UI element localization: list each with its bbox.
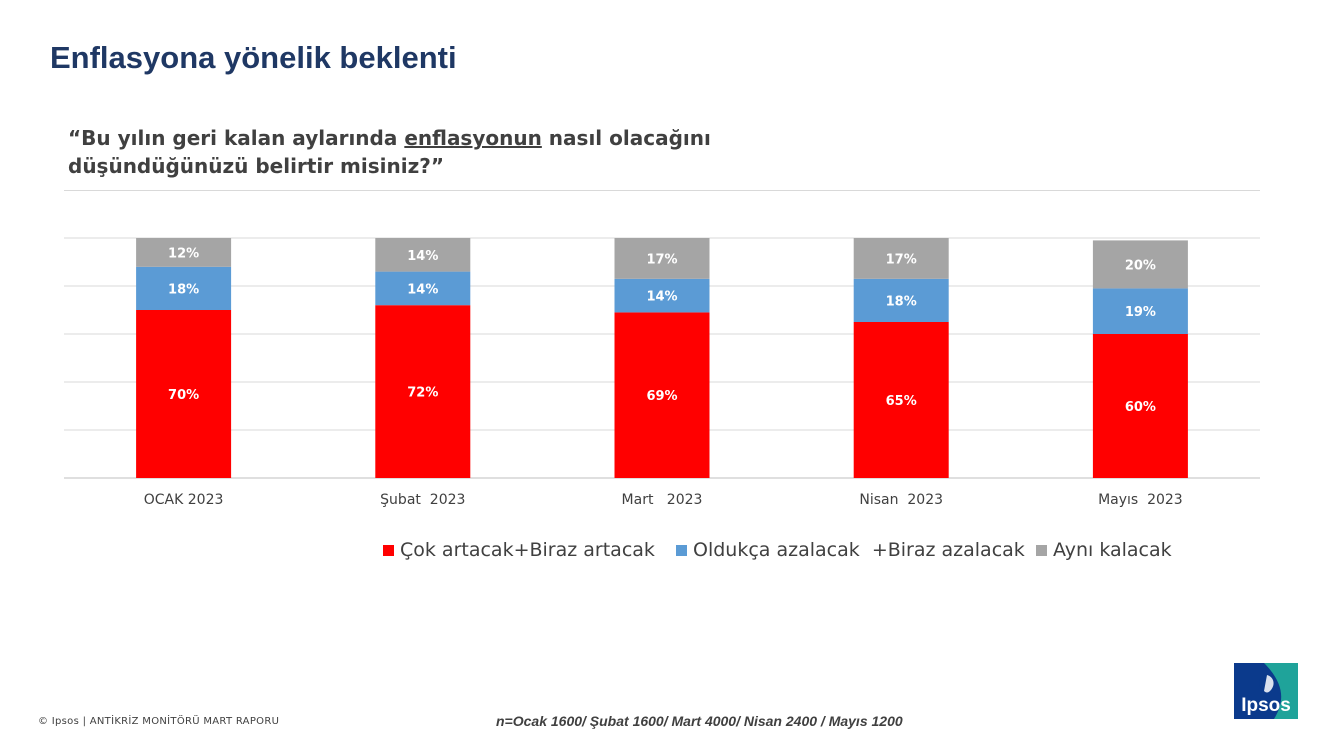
bar-segment xyxy=(136,238,232,267)
data-label: 14% xyxy=(646,290,677,305)
sample-size-note: n=Ocak 1600/ Şubat 1600/ Mart 4000/ Nisa… xyxy=(496,713,903,729)
data-label: 20% xyxy=(1125,258,1156,273)
ipsos-logo: Ipsos xyxy=(1234,663,1298,719)
legend-label: Çok artacak+Biraz artacak xyxy=(400,539,655,561)
data-label: 72% xyxy=(407,386,438,401)
data-label: 12% xyxy=(168,246,199,261)
copyright-text: © Ipsos | ANTİKRİZ MONİTÖRÜ MART RAPORU xyxy=(38,716,280,727)
legend-swatch xyxy=(1036,544,1047,556)
bar-segment xyxy=(136,310,232,478)
bar-segment xyxy=(375,271,471,306)
chart-legend: Çok artacak+Biraz artacak Oldukça azalaca… xyxy=(0,536,1333,566)
bar-segment xyxy=(614,238,710,279)
logo-wordmark: Ipsos xyxy=(1241,695,1291,716)
x-tick-label: OCAK 2023 xyxy=(144,492,224,508)
question-keyword: enflasyonun xyxy=(404,126,542,150)
question-text-end: nasıl olacağını düşündüğünüzü belirtir m… xyxy=(68,126,711,178)
bar-segment xyxy=(853,278,949,322)
data-label: 19% xyxy=(1125,305,1156,320)
legend-item: Aynı kalacak xyxy=(1036,536,1172,564)
bar-segment xyxy=(375,305,471,478)
header-divider xyxy=(64,190,1260,191)
survey-question: “Bu yılın geri kalan aylarında enflasyon… xyxy=(68,124,768,180)
bar-segment xyxy=(614,312,710,478)
bar-segment xyxy=(1092,240,1188,289)
data-label: 69% xyxy=(646,389,677,404)
x-tick-label: Mayıs 2023 xyxy=(1098,492,1183,508)
data-label: 60% xyxy=(1125,400,1156,415)
x-tick-label: Nisan 2023 xyxy=(859,492,943,508)
x-tick-label: Mart 2023 xyxy=(622,492,703,508)
bar-segment xyxy=(1092,288,1188,334)
question-text-start: “Bu yılın geri kalan aylarında xyxy=(68,126,405,150)
data-label: 70% xyxy=(168,388,199,403)
bar-segment xyxy=(375,238,471,272)
ipsos-logo-shape xyxy=(1234,663,1298,719)
legend-swatch xyxy=(383,544,394,556)
bar-segment xyxy=(136,266,232,310)
data-label: 14% xyxy=(407,282,438,297)
stacked-bar-chart: 70% 18% 12% OCAK 2023 72% 14% 14% Şubat 2023 69%… xyxy=(64,237,1260,508)
legend-label: Oldukça azalacak +Biraz azalacak xyxy=(693,539,1025,561)
legend-swatch xyxy=(676,544,687,556)
legend-item: Çok artacak+Biraz artacak xyxy=(383,536,655,564)
data-label: 17% xyxy=(886,252,917,267)
data-label: 18% xyxy=(168,282,199,297)
bar-segment xyxy=(1092,334,1188,478)
bar-segment xyxy=(614,278,710,313)
legend-item: Oldukça azalacak +Biraz azalacak xyxy=(676,536,1025,564)
data-label: 14% xyxy=(407,249,438,264)
data-label: 17% xyxy=(646,252,677,267)
x-tick-label: Şubat 2023 xyxy=(380,492,465,508)
data-label: 18% xyxy=(886,294,917,309)
page-title: Enflasyona yönelik beklenti xyxy=(50,40,457,75)
bar-segment xyxy=(853,322,949,478)
data-label: 65% xyxy=(886,394,917,409)
bar-segment xyxy=(853,238,949,279)
legend-label: Aynı kalacak xyxy=(1053,539,1172,561)
